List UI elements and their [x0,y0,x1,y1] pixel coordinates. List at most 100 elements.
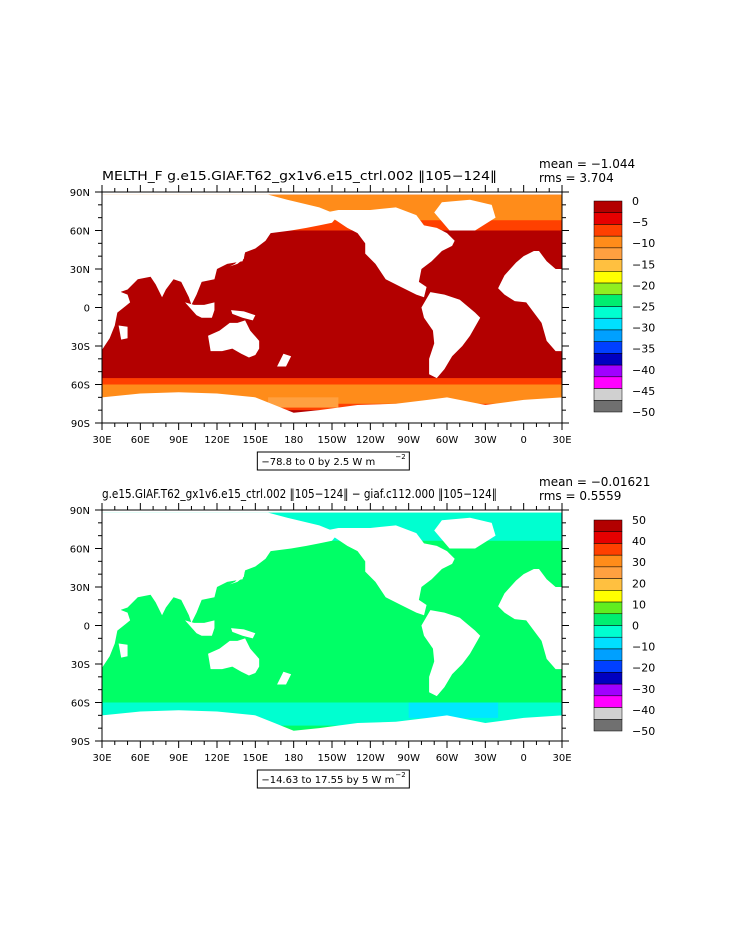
panel-1-x-tick-label: 0 [520,435,526,446]
panel-2-range-exp: −2 [395,771,405,779]
panel-2-colorbar-swatch [593,566,623,579]
panel-2-y-tick-label: 30N [70,583,90,594]
panel-2-colorbar-swatch [593,590,623,603]
panel-1-colorbar-swatch [593,259,623,272]
panel-1-arctic-edge [102,220,562,231]
panel-1-colorbar-swatch [593,400,623,413]
panel-2-x-tick-label: 60E [131,753,150,764]
panel-1: 30E 60E 90E 120E 150E 180 150W 120W 90W 60W 30W 0 30… [70,157,655,471]
panel-1-x-tick-label: 150E [243,435,268,446]
panel-1-y-tick-label: 90N [70,188,90,199]
panel-1-title: MELTH_F g.e15.GIAF.T62_gx1v6.e15_ctrl.00… [102,169,497,183]
panel-1-x-tick-label: 30E [92,435,111,446]
panel-2-colorbar-swatch [593,601,623,615]
panel-2-colorbar-label: −40 [632,704,655,717]
panel-2-colorbar-swatch [593,683,623,697]
panel-2-mean: mean = −0.01621 [539,475,650,489]
panel-1-y-tick-label: 30N [70,265,90,276]
panel-2-x-tick-label: 180 [284,753,303,764]
panel-2-land-12 [277,671,292,685]
panel-1-colorbar-label: −20 [632,279,655,292]
panel-2-colorbar-swatch [593,625,623,638]
panel-2-x-tick-label: 90E [169,753,188,764]
panel-2-title: g.e15.GIAF.T62_gx1v6.e15_ctrl.002 ‖105−1… [102,487,497,501]
panel-2-range-box [256,769,410,789]
panel-1-land-4 [421,292,481,379]
panel-1-y-tick-label: 60S [71,381,90,392]
panel-2-colorbar-label: 20 [632,577,646,590]
panel-2-colorbar-swatch [593,578,623,591]
panel-2-land-8 [185,620,215,636]
panel-2-colorbar-label: 50 [632,514,646,527]
panel-2: 30E 60E 90E 120E 150E 180 150W 120W 90W 60W 30W 0 30… [70,475,655,789]
panel-1-x-tick-label: 120E [204,435,229,446]
panel-1-colorbar-swatch [593,212,623,225]
panel-1-colorbar-label: 0 [632,195,639,208]
panel-2-land-1 [102,587,131,668]
panel-2-x-tick-label: 30E [552,753,571,764]
panel-1-colorbar-swatch [593,376,623,389]
panel-2-land-3 [312,525,455,616]
panel-1-colorbar-label: −30 [632,322,655,335]
panel-2-colorbar-swatch [593,519,623,532]
panel-1-x-tick-label: 30E [552,435,571,446]
panel-2-x-tick-label: 30E [92,753,111,764]
panel-1-colorbar-swatch [593,247,623,260]
panel-1-colorbar-swatch [593,364,623,378]
panel-1-x-tick-label: 90W [397,435,420,446]
panel-2-colorbar-swatch [593,719,623,732]
panel-1-land-7 [102,392,562,423]
panel-2-colorbar-label: 40 [632,535,646,548]
panel-2-colorbar-swatch [593,707,623,720]
panel-2-y-tick-label: 90N [70,506,90,517]
panel-2-colorbar-swatch [593,543,623,556]
panel-2-colorbar-swatch [593,636,623,650]
panel-2-land-7 [102,710,562,741]
panel-2-y-tick-label: 60N [70,545,90,556]
panel-1-land-10 [229,251,246,267]
panel-1-y-tick-label: 30S [71,342,90,353]
panel-2-x-tick-label: 30W [474,753,497,764]
panel-1-y-tick-label: 60N [70,227,90,238]
panel-1-land-2 [498,251,562,352]
panel-2-x-tick-label: 60W [436,753,459,764]
panel-2-x-tick-label: 120W [356,753,385,764]
panel-1-land-8 [185,302,215,318]
panel-1-colorbar-swatch [593,317,623,331]
panel-1-colorbar-swatch [593,306,623,319]
panel-2-y-tick-label: 90S [71,737,90,748]
panel-2-land-6 [208,638,260,676]
panel-1-x-tick-label: 150W [318,435,347,446]
panel-1-colorbar-swatch [593,200,623,213]
panel-2-colorbar-label: −10 [632,641,655,654]
panel-2-ice-edge [408,702,499,718]
panel-2-colorbar-swatch [593,613,623,626]
panel-2-land-10 [229,569,246,585]
panel-1-land-11 [118,325,128,340]
panel-1-x-tick-label: 30W [474,435,497,446]
panel-2-colorbar-swatch [593,695,623,708]
panel-1-colorbar-label: −10 [632,237,655,250]
panel-1-x-tick-label: 180 [284,435,303,446]
panel-1-colorbar-label: −40 [632,364,655,377]
panel-2-land-11 [118,643,128,658]
panel-2-colorbar-label: −20 [632,662,655,675]
panel-2-land-2 [498,569,562,670]
panel-1-x-tick-label: 90E [169,435,188,446]
panel-1-colorbar-swatch [593,329,623,342]
panel-2-colorbar-label: 0 [632,620,639,633]
panel-1-colorbar-label: −35 [632,343,655,356]
panel-1-y-tick-label: 0 [84,304,90,315]
panel-1-colorbar-label: −15 [632,258,655,271]
panel-1-x-tick-label: 120W [356,435,385,446]
panel-2-y-axis: 90N 60N 30N 0 30S 60S 90S [70,506,569,748]
panel-2-x-tick-label: 150W [318,753,347,764]
panel-1-range-note: −78.8 to 0 by 2.5 W m [261,457,375,468]
panel-1-colorbar-swatch [593,282,623,296]
panel-2-colorbar-swatch [593,672,623,685]
panel-1-land-9 [231,310,256,321]
panel-1-colorbar-label: −50 [632,406,655,419]
panel-1-pack-ice [268,397,339,408]
panel-1-colorbar-swatch [593,341,623,354]
